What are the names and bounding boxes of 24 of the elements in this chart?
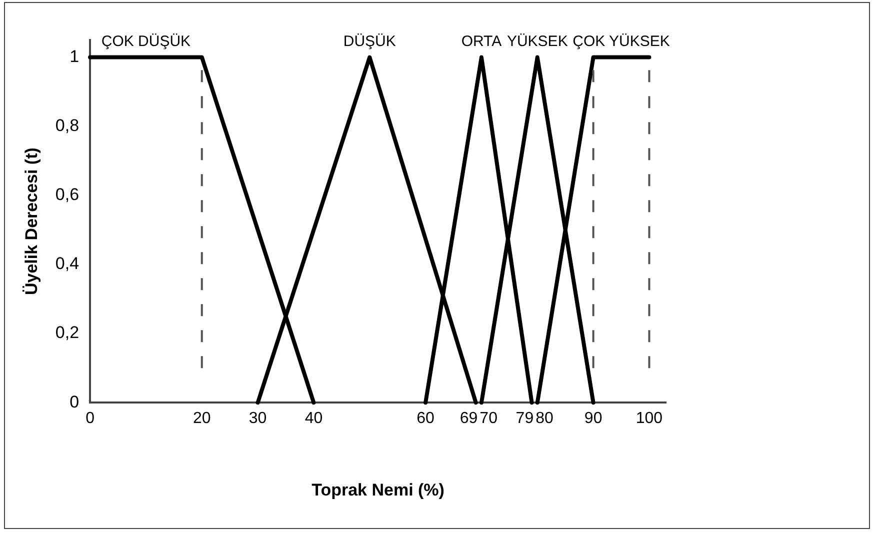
y-tick-label: 1: [70, 46, 80, 66]
x-tick-label: 79: [516, 410, 534, 428]
x-tick-label: 40: [304, 410, 323, 428]
series-label: DÜŞÜK: [343, 32, 396, 50]
y-axis-title: Üyelik Derecesi (t): [22, 148, 41, 296]
series-label: YÜKSEK: [506, 32, 568, 50]
y-tick-label: 0,6: [55, 185, 80, 204]
x-tick-label: 0: [86, 410, 95, 428]
series-label: ÇOK DÜŞÜK: [101, 32, 191, 50]
y-tick-label: 0: [70, 392, 80, 412]
x-tick-label: 100: [636, 410, 663, 428]
y-tick-label: 0,4: [55, 254, 80, 274]
x-tick-label: 69: [460, 410, 478, 428]
x-axis-title: Toprak Nemi (%): [312, 480, 444, 500]
x-tick-label: 60: [416, 410, 435, 428]
x-tick-label: 20: [192, 410, 211, 428]
series-label: ÇOK YÜKSEK: [572, 32, 670, 50]
y-tick-label: 0,8: [55, 116, 80, 136]
x-tick-label: 80: [536, 410, 554, 428]
x-tick-label: 30: [248, 410, 267, 428]
x-tick-label: 70: [480, 410, 498, 428]
series-label: ORTA: [461, 32, 502, 50]
x-tick-label: 90: [584, 410, 602, 428]
y-tick-label: 0,2: [55, 323, 80, 342]
